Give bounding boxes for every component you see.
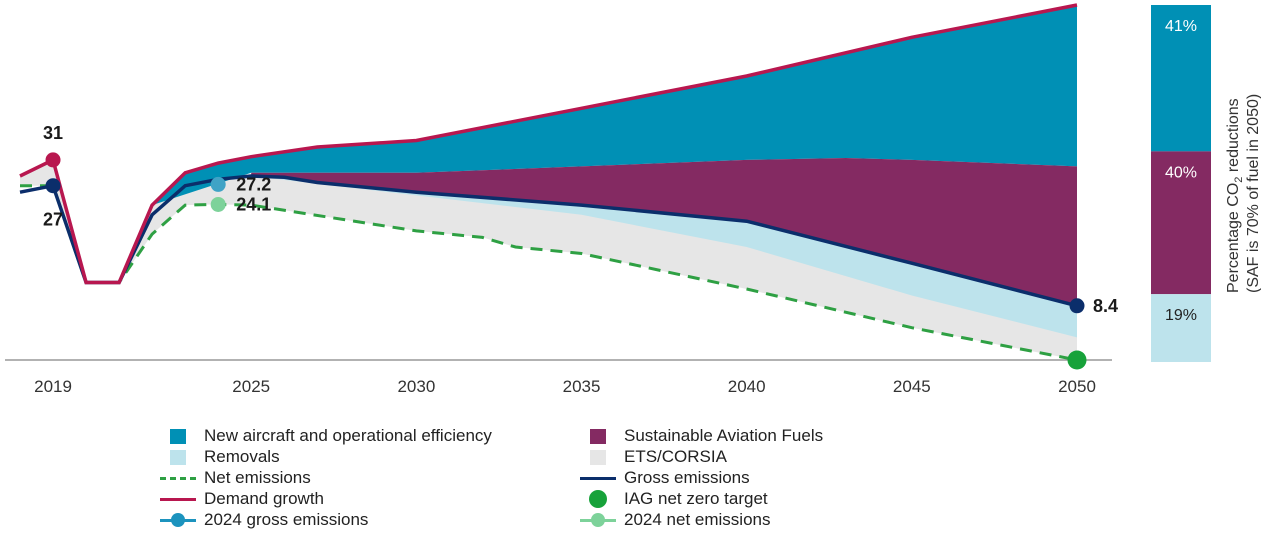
- reduction-bar: 41% 40% 19%: [1151, 5, 1211, 362]
- x-tick-labels: 2019 2025 2030 2035 2040 2045 2050: [34, 377, 1096, 396]
- gross-2050-marker: [1069, 298, 1085, 314]
- data-label: 8.4: [1093, 296, 1118, 316]
- legend-label: Demand growth: [204, 489, 325, 508]
- chart-areas: [20, 5, 1078, 360]
- net-2024-marker: [210, 196, 226, 212]
- legend-swatch: [590, 450, 606, 465]
- data-label: 27: [43, 210, 63, 230]
- legend-label: Removals: [204, 447, 280, 466]
- bar-label-line1-end: reductions: [1225, 98, 1242, 176]
- legend-swatch: [590, 429, 606, 444]
- x-tick-label: 2025: [232, 377, 270, 396]
- legend-label: ETS/CORSIA: [624, 447, 727, 466]
- legend-line-icon: [160, 498, 196, 501]
- legend-swatch: [170, 450, 186, 465]
- bar-segment: [1151, 294, 1211, 362]
- legend-label: IAG net zero target: [624, 489, 768, 508]
- demand-2019-marker: [45, 152, 61, 168]
- legend-label: New aircraft and operational efficiency: [204, 426, 492, 445]
- x-tick-label: 2019: [34, 377, 72, 396]
- bar-segment: [1151, 151, 1211, 295]
- bar-axis-label: Percentage CO2 reductions (SAF is 70% of…: [1216, 30, 1261, 300]
- legend-label: 2024 gross emissions: [204, 510, 369, 529]
- x-tick-label: 2035: [563, 377, 601, 396]
- efficiency-area: [152, 5, 1078, 206]
- chart-markers: [45, 152, 1087, 370]
- gross-2024-marker: [210, 176, 226, 192]
- bar-segment-label: 41%: [1165, 18, 1197, 35]
- data-label: 24.1: [236, 194, 271, 214]
- demand-growth-line: [19, 3, 1078, 285]
- x-tick-label: 2030: [397, 377, 435, 396]
- bar-label-sub: 2: [1233, 177, 1245, 183]
- legend-dot-icon: [171, 513, 185, 527]
- bar-label-line2: (SAF is 70% of fuel in 2050): [1245, 94, 1261, 293]
- x-tick-label: 2045: [893, 377, 931, 396]
- bar-segment: [1151, 5, 1211, 152]
- legend-label: Gross emissions: [624, 468, 750, 487]
- legend-label: Net emissions: [204, 468, 311, 487]
- legend-dot-icon: [589, 490, 607, 508]
- net-zero-target-marker: [1067, 350, 1087, 370]
- legend-dot-icon: [591, 513, 605, 527]
- bar-label-line1: Percentage CO: [1225, 183, 1242, 293]
- data-label: 27.2: [236, 174, 271, 194]
- legend-label: Sustainable Aviation Fuels: [624, 426, 824, 445]
- data-label: 31: [43, 123, 63, 143]
- legend-line-icon: [160, 477, 196, 480]
- legend-label: 2024 net emissions: [624, 510, 771, 529]
- chart-lines: [19, 3, 1078, 362]
- svg-text:Percentage CO2 reductions: Percentage CO2 reductions: [1225, 98, 1245, 293]
- bar-segment-label: 19%: [1165, 307, 1197, 324]
- legend-line-icon: [580, 513, 616, 527]
- x-tick-label: 2050: [1058, 377, 1096, 396]
- data-labels: 31 27 27.224.1 8.4: [43, 123, 1118, 316]
- legend-swatch: [170, 429, 186, 444]
- x-tick-label: 2040: [728, 377, 766, 396]
- gross-2019-marker: [45, 178, 61, 194]
- legend-line-icon: [580, 477, 616, 480]
- legend-line-icon: [160, 513, 196, 527]
- bar-segment-label: 40%: [1165, 164, 1197, 181]
